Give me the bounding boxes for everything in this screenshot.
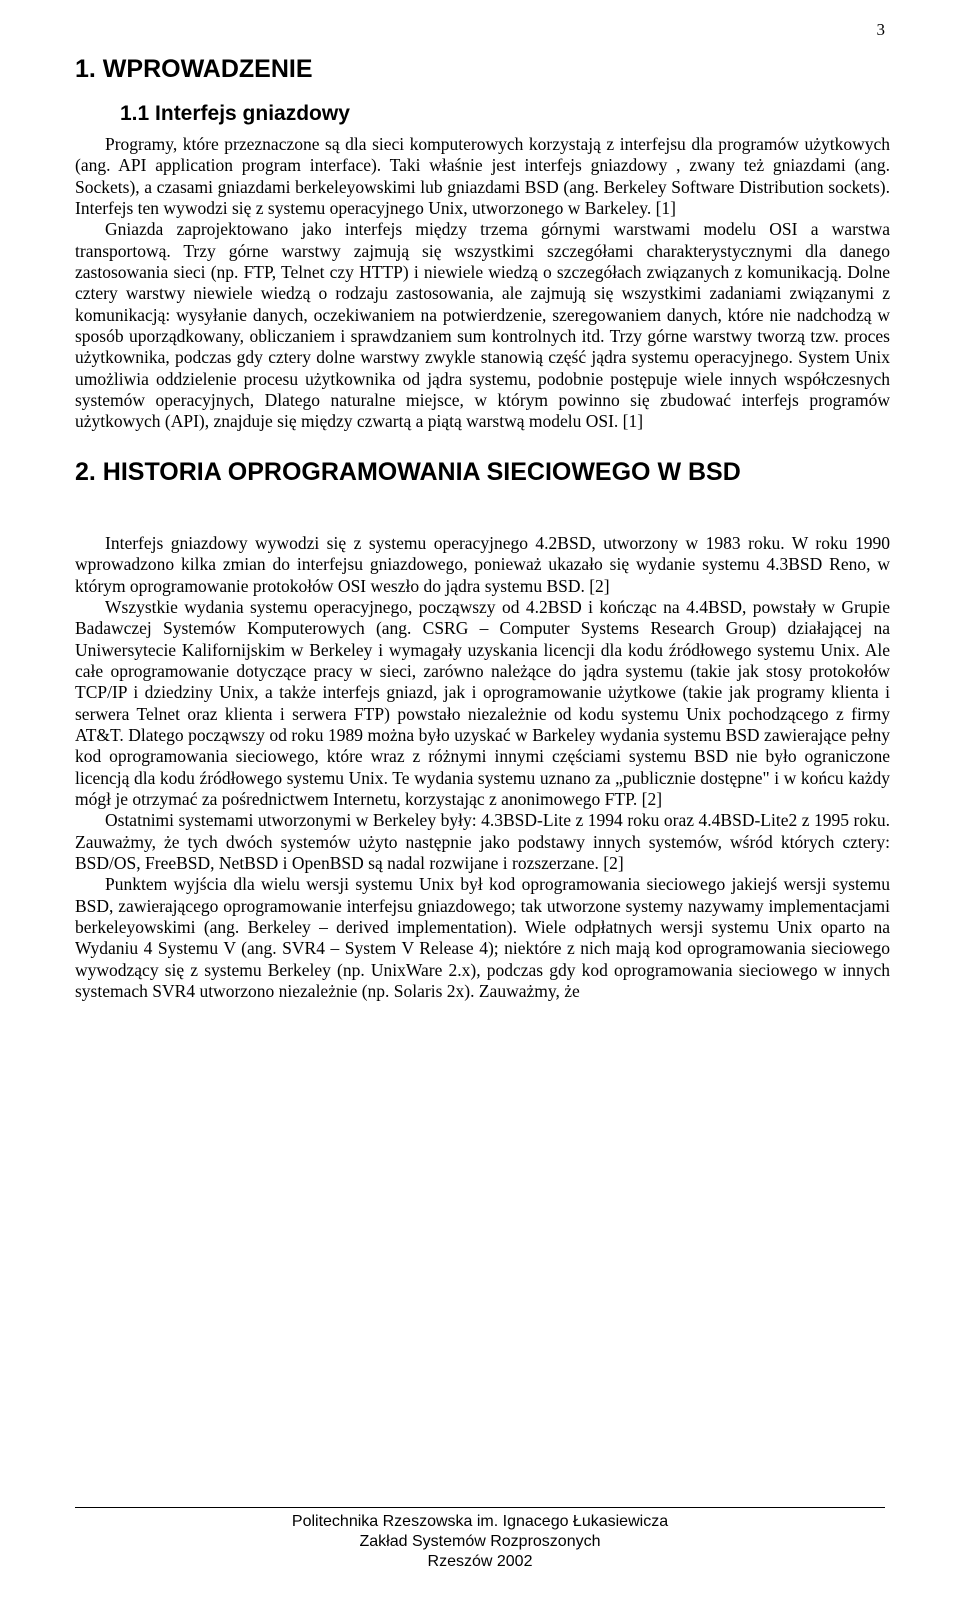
- page-number: 3: [877, 20, 886, 40]
- section-2-paragraph-4: Punktem wyjścia dla wielu wersji systemu…: [75, 874, 890, 1002]
- footer-line-1: Politechnika Rzeszowska im. Ignacego Łuk…: [292, 1512, 668, 1532]
- section-2-paragraph-2: Wszystkie wydania systemu operacyjnego, …: [75, 597, 890, 810]
- section-1-paragraph-1: Programy, które przeznaczone są dla siec…: [75, 134, 890, 219]
- section-2-paragraph-3: Ostatnimi systemami utworzonymi w Berkel…: [75, 810, 890, 874]
- section-2-gap: [75, 505, 890, 533]
- section-1-paragraph-2: Gniazda zaprojektowano jako interfejs mi…: [75, 219, 890, 432]
- footer-line-2: Zakład Systemów Rozproszonych: [360, 1532, 601, 1552]
- footer-divider: [75, 1507, 885, 1508]
- footer-line-3: Rzeszów 2002: [428, 1552, 533, 1572]
- section-1-heading: 1. WPROWADZENIE: [75, 55, 890, 84]
- section-2-heading: 2. HISTORIA OPROGRAMOWANIA SIECIOWEGO W …: [75, 458, 890, 487]
- page-footer: Politechnika Rzeszowska im. Ignacego Łuk…: [0, 1507, 960, 1572]
- section-2-paragraph-1: Interfejs gniazdowy wywodzi się z system…: [75, 533, 890, 597]
- subsection-1-1-heading: 1.1 Interfejs gniazdowy: [120, 102, 890, 126]
